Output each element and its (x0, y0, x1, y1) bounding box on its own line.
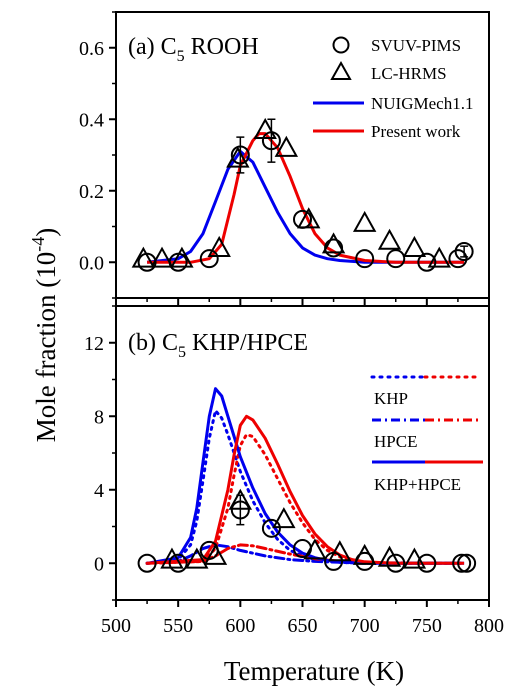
panel-b-series-line (146, 387, 465, 565)
panel-b-point-svuv (230, 500, 250, 520)
x-tick-label: 600 (225, 615, 255, 637)
panel-b-point-svuv (457, 553, 477, 573)
legend-a: SVUV-PIMS LC-HRMS NUIGMech1.1 Present wo… (313, 36, 473, 141)
panel-a-point-svuv (199, 249, 219, 269)
panel-a-point-lchrms (226, 146, 250, 168)
panel-b-series-line (145, 433, 466, 565)
panel-a-y-tick-label: 0.0 (79, 252, 104, 274)
x-tick-label: 500 (101, 615, 131, 637)
panel-a-point-svuv (454, 242, 474, 262)
panel-a-series-line (146, 149, 465, 264)
legend-b-label-hpce: HPCE (374, 432, 417, 451)
panel-b-y-tick-label: 12 (84, 333, 104, 355)
panel-a-point-lchrms (352, 210, 377, 232)
panel-b-point-lchrms (377, 545, 402, 567)
legend-b-label-sum: KHP+HPCE (374, 475, 461, 494)
panel-b-point-lchrms (402, 547, 427, 569)
panel-a-point-lchrms (253, 117, 277, 139)
panel-b-point-svuv (261, 518, 281, 538)
x-axis-title: Temperature (K) (224, 656, 404, 686)
panel-a-point-lchrms (321, 232, 346, 254)
panel-a-point-svuv (230, 145, 250, 165)
legend-label-present: Present work (371, 122, 461, 141)
panel-b-point-lchrms (272, 507, 296, 529)
panel-b-y-tick-label: 8 (94, 406, 104, 428)
x-tick-label: 800 (474, 615, 504, 637)
panel-b-y-tick-label: 0 (94, 553, 104, 575)
legend-label-lchrms: LC-HRMS (371, 64, 447, 83)
panel-a-point-lchrms (207, 235, 231, 257)
legend-label-nuig: NUIGMech1.1 (371, 94, 473, 113)
panel-b-point-lchrms (203, 543, 228, 565)
panel-b-point-lchrms (185, 547, 209, 569)
legend-b-label-khp: KHP (374, 389, 408, 408)
panel-b-point-svuv (452, 553, 472, 573)
panel-a-point-lchrms (150, 246, 174, 268)
panel-b-point-lchrms (160, 547, 184, 569)
panel-b: 500 550 600 650 700 750 800 0 4 8 12 (84, 305, 504, 637)
x-tick-label: 550 (163, 615, 193, 637)
panel-b-point-svuv (417, 553, 437, 573)
panel-a-point-lchrms (427, 246, 451, 268)
panel-b-point-svuv (168, 553, 188, 573)
panel-a-point-svuv (355, 249, 375, 269)
y-axis-title: Mole fraction (10-4) (28, 228, 61, 442)
legend-label-svuv: SVUV-PIMS (371, 36, 461, 55)
x-tick-label: 650 (288, 615, 318, 637)
x-tick-label: 750 (412, 615, 442, 637)
panel-b-point-lchrms (228, 488, 253, 510)
panel-a-point-lchrms (131, 246, 156, 268)
panel-b-point-svuv (386, 553, 406, 573)
panel-b-y-tick-label: 4 (94, 480, 104, 502)
legend-marker-lchrms (330, 60, 352, 80)
panel-a-point-lchrms (170, 246, 194, 268)
panel-a: 0.0 0.2 0.4 0.6 (79, 11, 490, 305)
panel-b-point-lchrms (352, 543, 377, 565)
panel-a-y-tick-label: 0.6 (79, 38, 104, 60)
panel-a-y-tick-label: 0.2 (79, 181, 104, 203)
legend-b: KHP HPCE KHP+HPCE (370, 375, 483, 494)
panel-a-title: (a) C5 ROOH (128, 34, 259, 65)
panel-a-y-tick-label: 0.4 (79, 109, 104, 131)
panel-a-point-lchrms (297, 207, 321, 229)
panel-a-point-lchrms (402, 235, 427, 257)
panel-b-point-lchrms (328, 540, 352, 562)
panel-b-title: (b) C5 KHP/HPCE (128, 330, 308, 361)
panel-a-point-svuv (448, 249, 468, 269)
panel-a-point-lchrms (274, 135, 299, 157)
panel-a-point-lchrms (377, 228, 402, 250)
panel-a-point-svuv (386, 249, 406, 269)
panel-b-series-line (147, 414, 465, 565)
legend-marker-svuv (332, 36, 350, 54)
panel-a-point-svuv (417, 252, 437, 272)
panel-b-point-svuv (137, 553, 157, 573)
x-tick-label: 700 (350, 615, 380, 637)
panel-b-point-lchrms (303, 538, 327, 560)
